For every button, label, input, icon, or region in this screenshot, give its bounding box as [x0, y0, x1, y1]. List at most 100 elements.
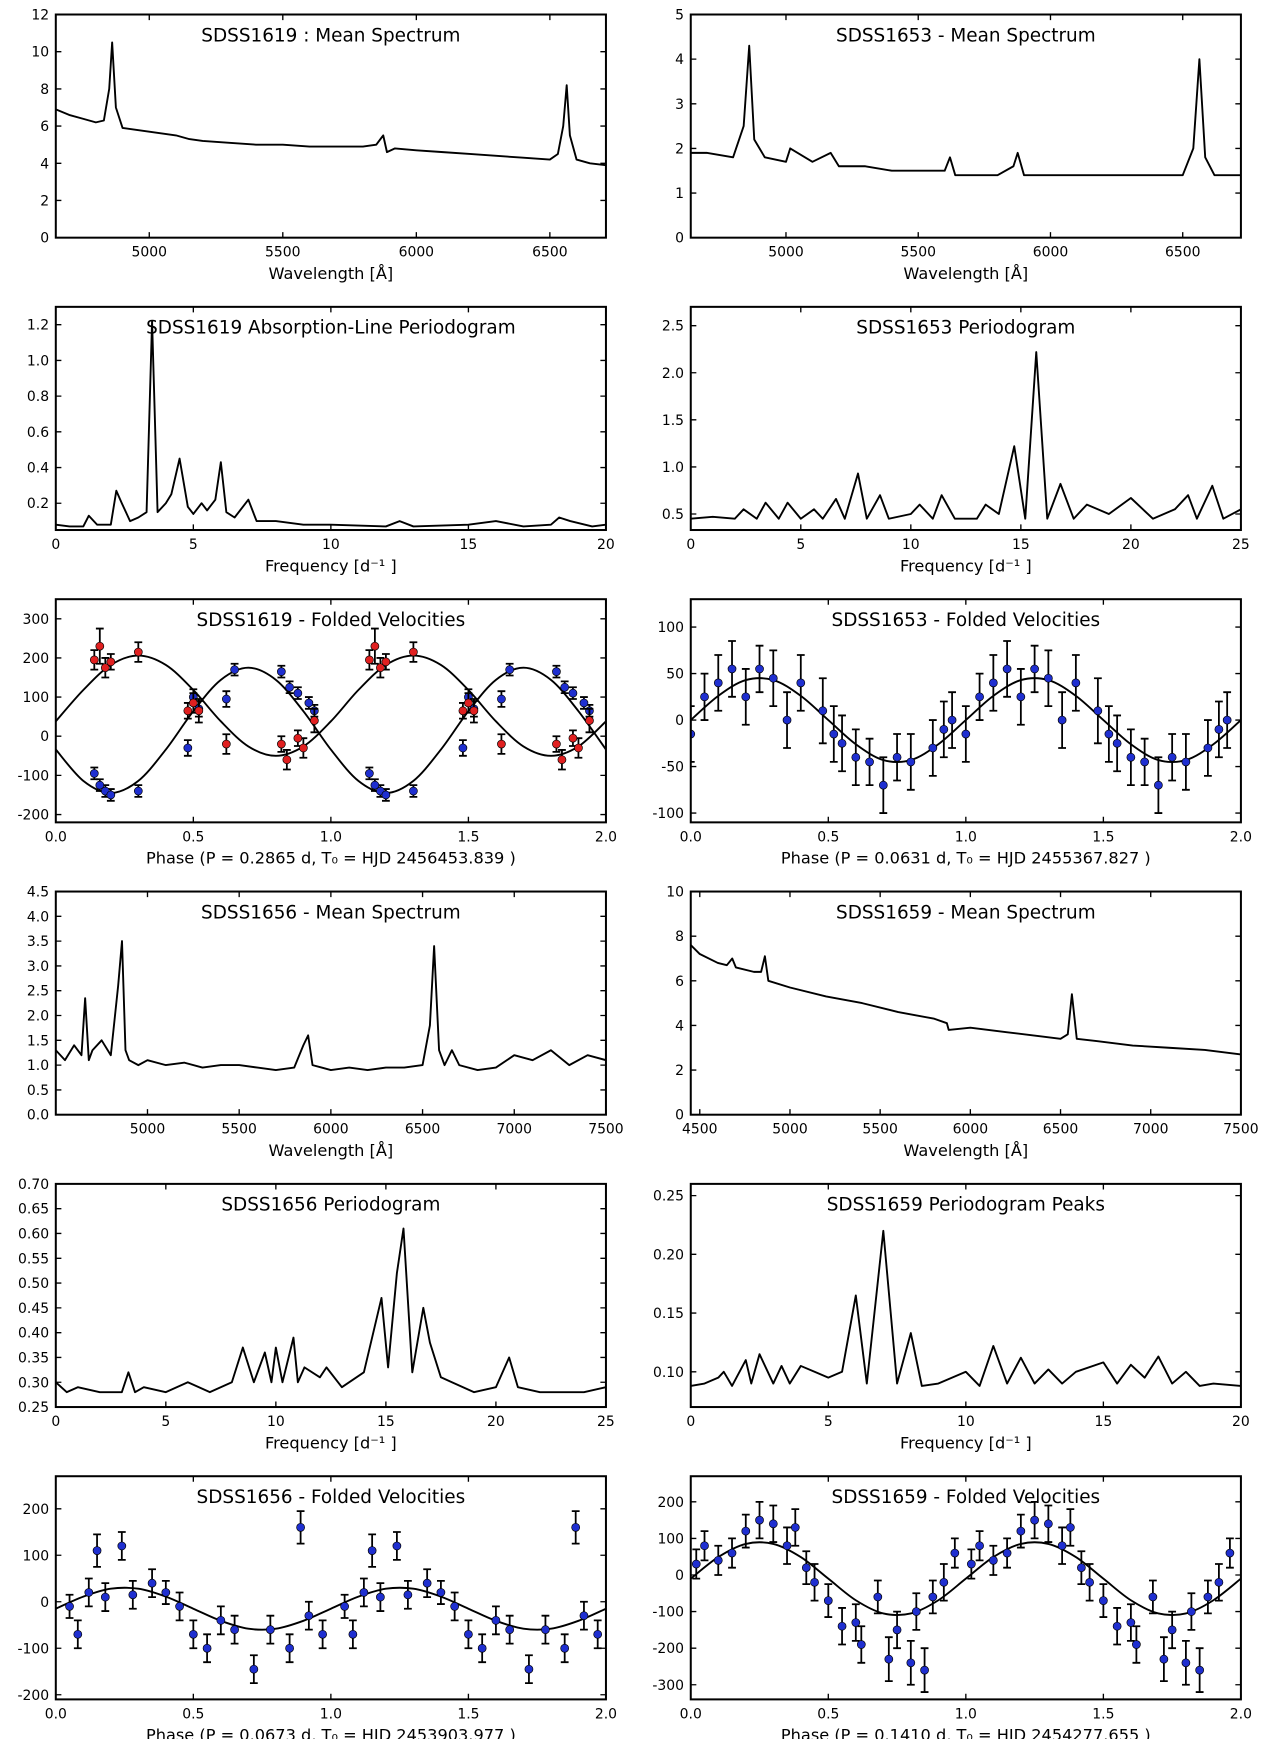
x-tick-label: 6000: [953, 1122, 988, 1138]
data-point: [89, 769, 99, 778]
spectrum-line: [55, 1227, 606, 1394]
data-point: [367, 1546, 377, 1555]
y-tick-label: 0.30: [18, 1375, 49, 1391]
data-point: [892, 1625, 902, 1635]
x-tick-label: 10: [902, 537, 920, 553]
axes-frame: [54, 13, 607, 239]
x-axis-label: Phase (P = 0.1410 d, T₀ = HJD 2454277.65…: [781, 1726, 1151, 1739]
x-axis-label: Frequency [d⁻¹ ]: [900, 1433, 1032, 1452]
data-point: [727, 1548, 737, 1558]
data-point: [1181, 1658, 1191, 1668]
y-tick-label: 3: [675, 97, 684, 113]
y-tick-label: 0.70: [18, 1177, 49, 1193]
x-tick-label: 6000: [313, 1122, 348, 1138]
y-tick-label: 0: [40, 729, 49, 745]
plot-area: [55, 627, 606, 802]
data-point: [1126, 752, 1136, 762]
plot-area: [690, 944, 1241, 1056]
panel: 0.0 0.5 1.0 1.5 2.0 -300 -200 -100 0 100 200 SDSS16…: [652, 1475, 1252, 1739]
x-tick-label: 5000: [132, 245, 167, 261]
y-tick-label: 0: [40, 231, 49, 247]
y-tick-label: 0.40: [18, 1326, 49, 1342]
chart-title: SDSS1659 - Folded Velocities: [832, 1487, 1101, 1508]
data-point: [450, 1602, 460, 1611]
data-point: [700, 1541, 709, 1551]
data-point: [865, 757, 874, 767]
axes-frame: [689, 890, 1242, 1116]
y-tick-label: 1.5: [27, 1033, 49, 1049]
y-tick-label: 0: [675, 1568, 684, 1584]
panel: 0.0 0.5 1.0 1.5 2.0 -200 -100 0 100 200 300 SDSS161…: [17, 598, 617, 868]
data-point: [497, 694, 506, 704]
data-point: [1104, 729, 1114, 739]
data-point: [1057, 1541, 1067, 1551]
data-point: [370, 780, 380, 790]
y-tick-label: -200: [652, 1641, 684, 1657]
data-point: [1002, 664, 1012, 674]
data-point: [1167, 1625, 1177, 1635]
data-point: [790, 1523, 800, 1532]
data-point: [1181, 757, 1191, 767]
x-tick-label: 1.5: [1092, 1706, 1114, 1722]
data-point: [560, 1643, 570, 1653]
data-point: [851, 1618, 861, 1627]
x-tick-label: 7000: [497, 1122, 532, 1138]
y-tick-label: 0.10: [653, 1365, 684, 1381]
x-axis-label: Frequency [d⁻¹ ]: [265, 556, 397, 575]
x-tick-label: 10: [957, 1414, 975, 1430]
data-point: [1002, 1548, 1012, 1558]
y-tick-label: 0.5: [27, 1083, 49, 1099]
y-tick-label: 0.5: [662, 507, 684, 523]
data-point: [801, 1563, 811, 1573]
data-point: [568, 688, 578, 698]
x-tick-label: 0.0: [680, 829, 702, 845]
data-point: [579, 698, 589, 708]
x-tick-label: 6500: [1043, 1122, 1078, 1138]
y-tick-label: 2.0: [662, 366, 684, 382]
x-tick-label: 15: [460, 537, 478, 553]
data-point: [318, 1629, 327, 1639]
data-point: [1195, 1665, 1205, 1675]
data-point: [1187, 1607, 1196, 1616]
spectrum-line: [690, 1229, 1241, 1387]
panel: 0.0 0.5 1.0 1.5 2.0 -100 -50 0 50 100 SDSS1653 - F…: [652, 598, 1252, 868]
x-tick-label: 5500: [900, 245, 935, 261]
data-point: [1071, 678, 1081, 688]
x-tick-label: 15: [377, 1414, 395, 1430]
data-point: [277, 739, 286, 749]
x-tick-label: 7500: [588, 1122, 623, 1138]
y-tick-label: 300: [22, 612, 49, 628]
data-point: [95, 641, 105, 651]
data-point: [823, 1596, 833, 1605]
data-point: [95, 780, 105, 790]
data-point: [1159, 1654, 1169, 1664]
data-point: [370, 641, 380, 651]
data-point: [755, 1515, 764, 1525]
data-point: [713, 1556, 723, 1565]
y-tick-label: 0: [675, 1108, 684, 1124]
data-point: [966, 1559, 976, 1569]
y-tick-label: 200: [22, 651, 49, 667]
panel: 0.0 0.5 1.0 1.5 2.0 -200 -100 0 100 200 SDSS1656 -…: [17, 1475, 617, 1739]
data-point: [89, 655, 99, 665]
chart-title: SDSS1619 - Folded Velocities: [197, 610, 466, 631]
y-tick-label: 0.25: [18, 1400, 49, 1416]
data-point: [84, 1588, 94, 1597]
data-point: [950, 1548, 960, 1558]
data-point: [961, 729, 971, 739]
x-tick-label: 2.0: [1230, 1706, 1252, 1722]
plot-area: [690, 1500, 1241, 1693]
data-point: [541, 1625, 550, 1635]
x-tick-label: 15: [1012, 537, 1030, 553]
x-tick-label: 0: [51, 537, 60, 553]
data-point: [906, 757, 916, 767]
error-bar: [690, 705, 695, 763]
x-tick-label: 25: [597, 1414, 615, 1430]
x-tick-label: 4500: [682, 1122, 717, 1138]
data-point: [1099, 1596, 1108, 1605]
x-tick-label: 25: [1232, 537, 1250, 553]
x-tick-label: 0.0: [45, 1706, 67, 1722]
data-point: [837, 1621, 847, 1631]
